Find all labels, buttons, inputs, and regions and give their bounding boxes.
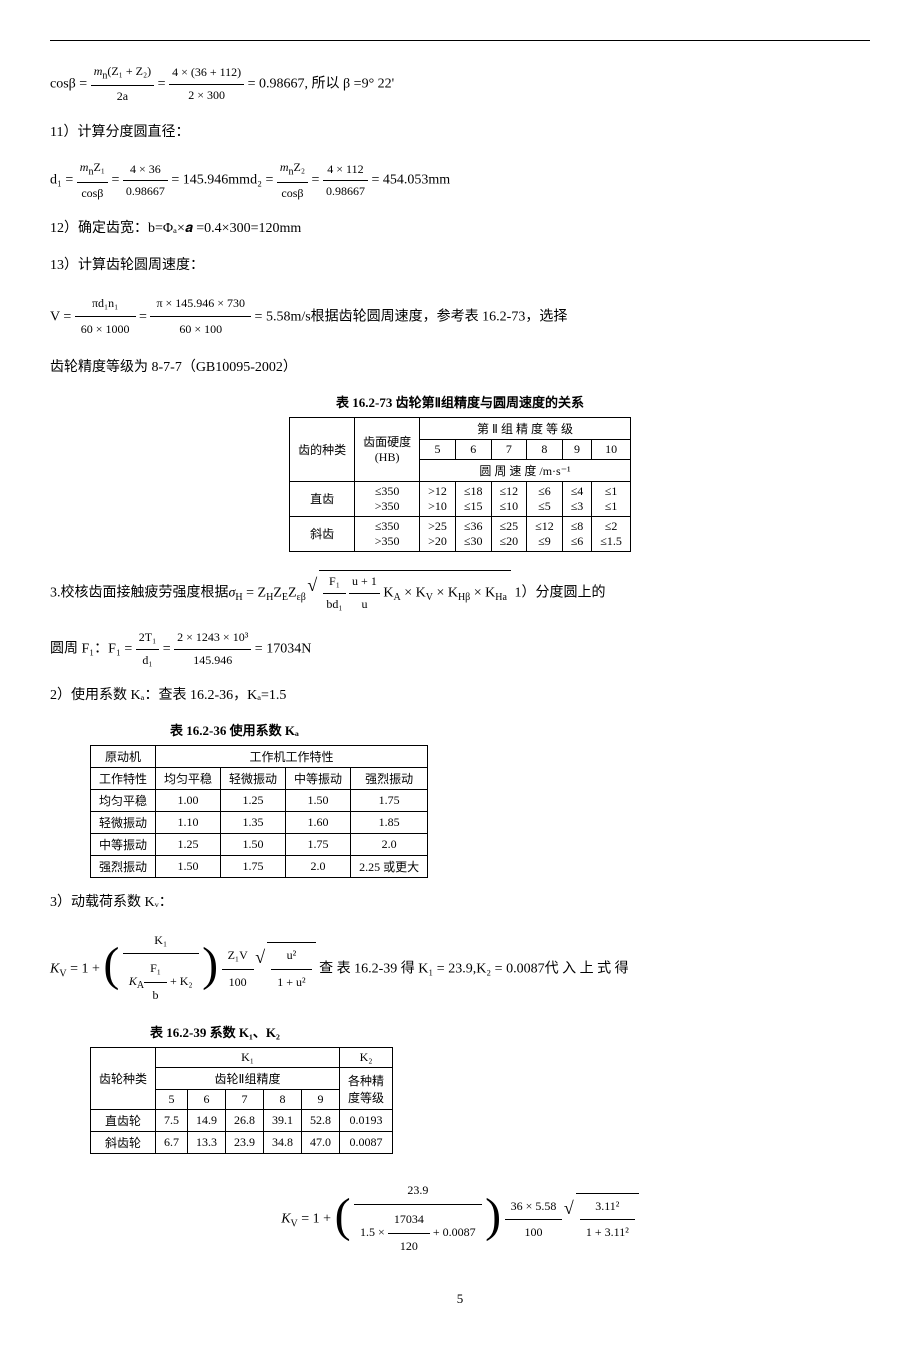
table73-caption: 表 16.2-73 齿轮第Ⅱ组精度与圆周速度的关系: [50, 392, 870, 411]
kv-formula: KV = 1 + K₁ KAF₁b + K₂ Z₁V100 u²1 + u² 查…: [50, 928, 870, 1011]
table36: 原动机工作机工作特性 工作特性 均匀平稳轻微振动中等振动强烈振动 均匀平稳1.0…: [90, 745, 428, 878]
cosbeta-formula: cosβ = mn(Z₁ + Z₂)2a = 4 × (36 + 112)2 ×…: [50, 61, 870, 108]
step-ka: 2）使用系数 Kₐ：查表 16.2-36，Kₐ=1.5: [50, 683, 870, 708]
step3-f1: 圆周 F₁：F₁ = 2T₁d₁ = 2 × 1243 × 10³145.946…: [50, 627, 870, 671]
final-kv: KV = 1 + 23.9 1.5 × 17034120 + 0.0087 36…: [50, 1178, 870, 1261]
table36-caption: 表 16.2-36 使用系数 Kₐ: [170, 720, 870, 739]
step13-tail: 齿轮精度等级为 8-7-7（GB10095-2002）: [50, 355, 870, 380]
step12: 12）确定齿宽：b=Φₐ×𝒂 =0.4×300=120mm: [50, 216, 870, 241]
step3-sigma: 3.校核齿面接触疲劳强度根据σH = ZHZEZεβ F₁bd₁ u + 1u …: [50, 570, 870, 615]
step13-title: 13）计算齿轮圆周速度：: [50, 253, 870, 278]
table-row: 轻微振动1.101.351.601.85: [91, 812, 428, 834]
step13-formula: V = πd₁n₁60 × 1000 = π × 145.946 × 73060…: [50, 291, 870, 343]
table-row: 斜齿 ≤350>350 >25>20 ≤36≤30 ≤25≤20 ≤12≤9 ≤…: [290, 516, 631, 551]
step11-title: 11）计算分度圆直径：: [50, 120, 870, 145]
table-row: 斜齿轮6.713.323.934.847.00.0087: [91, 1132, 393, 1154]
table-row: 强烈振动1.501.752.02.25 或更大: [91, 856, 428, 878]
step-kv-title: 3）动载荷系数 Kᵥ：: [50, 890, 870, 915]
table39-caption: 表 16.2-39 系数 K₁、K₂: [150, 1022, 870, 1041]
page-number: 5: [50, 1291, 870, 1307]
table-row: 均匀平稳1.001.251.501.75: [91, 790, 428, 812]
table-row: 中等振动1.251.501.752.0: [91, 834, 428, 856]
table39: 齿轮种类K₁K₂ 齿轮Ⅱ组精度各种精 度等级 56789 直齿轮7.514.92…: [90, 1047, 393, 1154]
table73: 齿的种类 齿面硬度 (HB) 第 Ⅱ 组 精 度 等 级 567 8910 圆 …: [289, 417, 631, 552]
table-row: 直齿轮7.514.926.839.152.80.0193: [91, 1110, 393, 1132]
table-row: 直齿 ≤350>350 >12>10 ≤18≤15 ≤12≤10 ≤6≤5 ≤4…: [290, 481, 631, 516]
top-divider: [50, 40, 870, 41]
step11-formula: d₁ = mnZ₁cosβ = 4 × 360.98667 = 145.946m…: [50, 157, 870, 204]
